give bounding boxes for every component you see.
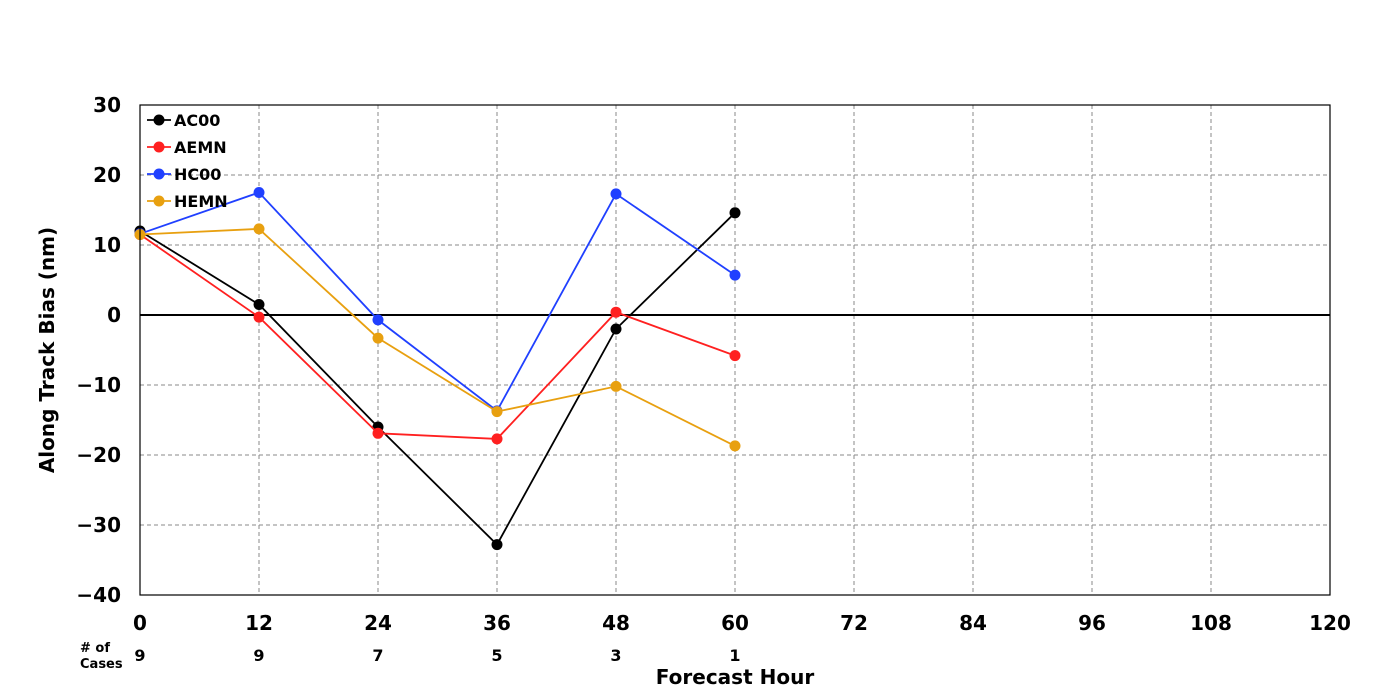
x-tick-label: 12 — [245, 611, 273, 635]
legend-label: AC00 — [174, 111, 220, 130]
legend-item: HC00 — [147, 165, 221, 184]
x-tick-label: 96 — [1078, 611, 1106, 635]
series-ac00 — [134, 207, 741, 551]
y-axis-title: Along Track Bias (nm) — [35, 227, 59, 473]
x-tick-label: 48 — [602, 611, 630, 635]
y-tick-label: 10 — [93, 233, 121, 257]
data-point — [610, 306, 622, 318]
legend-item: HEMN — [147, 192, 228, 211]
data-point — [491, 406, 503, 418]
data-point — [610, 323, 622, 335]
x-tick-label: 72 — [840, 611, 868, 635]
y-tick-label: −30 — [76, 513, 121, 537]
series-line — [139, 212, 736, 547]
data-point — [610, 380, 622, 392]
x-tick-label: 120 — [1309, 611, 1351, 635]
cases-row: # of Cases 9 9 7 5 3 1 — [80, 641, 741, 672]
data-point — [729, 269, 741, 281]
series-hemn — [134, 223, 741, 452]
y-tick-label: 0 — [107, 303, 121, 327]
x-tick-label: 84 — [959, 611, 987, 635]
plot-frame — [139, 104, 1331, 596]
legend-label: HEMN — [174, 192, 228, 211]
legend-marker — [153, 114, 165, 126]
x-tick-label: 60 — [721, 611, 749, 635]
legend: AC00 AEMN HC00 HEMN — [147, 111, 228, 211]
legend-marker — [153, 168, 165, 180]
legend-label: AEMN — [174, 138, 227, 157]
x-tick-labels: 0 12 24 36 48 60 72 84 96 108 120 — [133, 611, 1351, 635]
data-point — [491, 433, 503, 445]
data-point — [253, 187, 265, 198]
x-tick-label: 108 — [1190, 611, 1232, 635]
y-tick-label: 30 — [93, 93, 121, 117]
data-point — [729, 350, 741, 362]
y-tick-label: −10 — [76, 373, 121, 397]
legend-item: AC00 — [147, 111, 220, 130]
series-layer — [134, 187, 741, 551]
data-point — [729, 440, 741, 452]
legend-item: AEMN — [147, 138, 227, 157]
data-point — [253, 311, 265, 323]
series-line — [139, 227, 736, 447]
data-point — [372, 314, 384, 326]
data-point — [729, 207, 741, 219]
data-point — [253, 299, 265, 310]
x-tick-label: 0 — [133, 611, 147, 635]
legend-marker — [153, 141, 165, 153]
y-tick-label: 20 — [93, 163, 121, 187]
case-count: 9 — [134, 646, 145, 665]
data-point — [372, 427, 384, 439]
case-count: 7 — [372, 646, 383, 665]
grid-lines — [140, 105, 1330, 595]
data-point — [253, 223, 265, 235]
case-count: 3 — [610, 646, 621, 665]
series-line — [139, 191, 736, 413]
x-tick-label: 24 — [364, 611, 392, 635]
case-count: 1 — [729, 646, 740, 665]
y-tick-label: −20 — [76, 443, 121, 467]
data-point — [610, 188, 622, 200]
series-hc00 — [134, 187, 741, 417]
case-count: 5 — [491, 646, 502, 665]
y-tick-label: −40 — [76, 583, 121, 607]
case-count: 9 — [253, 646, 264, 665]
cases-label-line2: Cases — [80, 657, 123, 672]
x-axis-title: Forecast Hour — [656, 665, 815, 689]
data-point — [372, 332, 384, 344]
legend-label: HC00 — [174, 165, 221, 184]
x-tick-label: 36 — [483, 611, 511, 635]
series-line — [139, 233, 736, 440]
data-point — [491, 539, 503, 551]
legend-marker — [153, 195, 165, 207]
series-aemn — [134, 229, 741, 445]
y-tick-labels: −40 −30 −20 −10 0 10 20 30 — [76, 93, 121, 607]
cases-label-line1: # of — [80, 641, 110, 656]
